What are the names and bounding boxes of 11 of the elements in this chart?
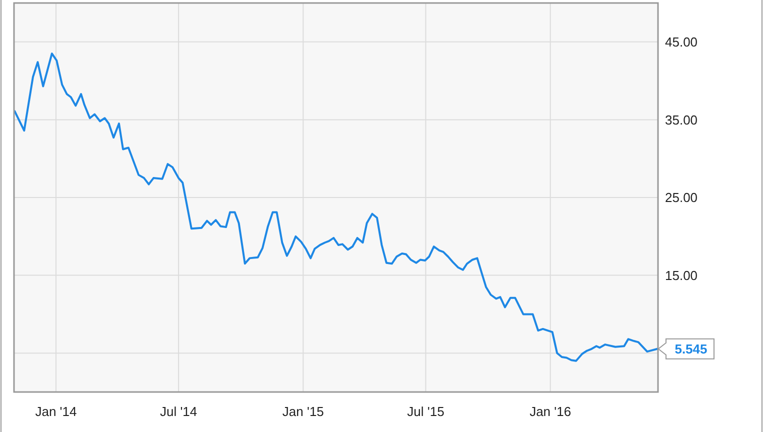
x-tick-label: Jul '14 (160, 404, 198, 419)
x-tick-label: Jan '14 (35, 404, 77, 419)
x-tick-label: Jan '16 (530, 404, 572, 419)
x-tick-label: Jul '15 (407, 404, 444, 419)
annotation: 5.545 (674, 341, 708, 356)
line-series (14, 52, 658, 362)
x-tick-label: Jan '15 (282, 404, 324, 419)
y-tick-label: 35.00 (665, 112, 698, 128)
y-tick-label: 25.00 (665, 190, 698, 206)
y-tick-label: 15.00 (665, 268, 698, 283)
y-tick-label: 45.00 (665, 34, 698, 50)
